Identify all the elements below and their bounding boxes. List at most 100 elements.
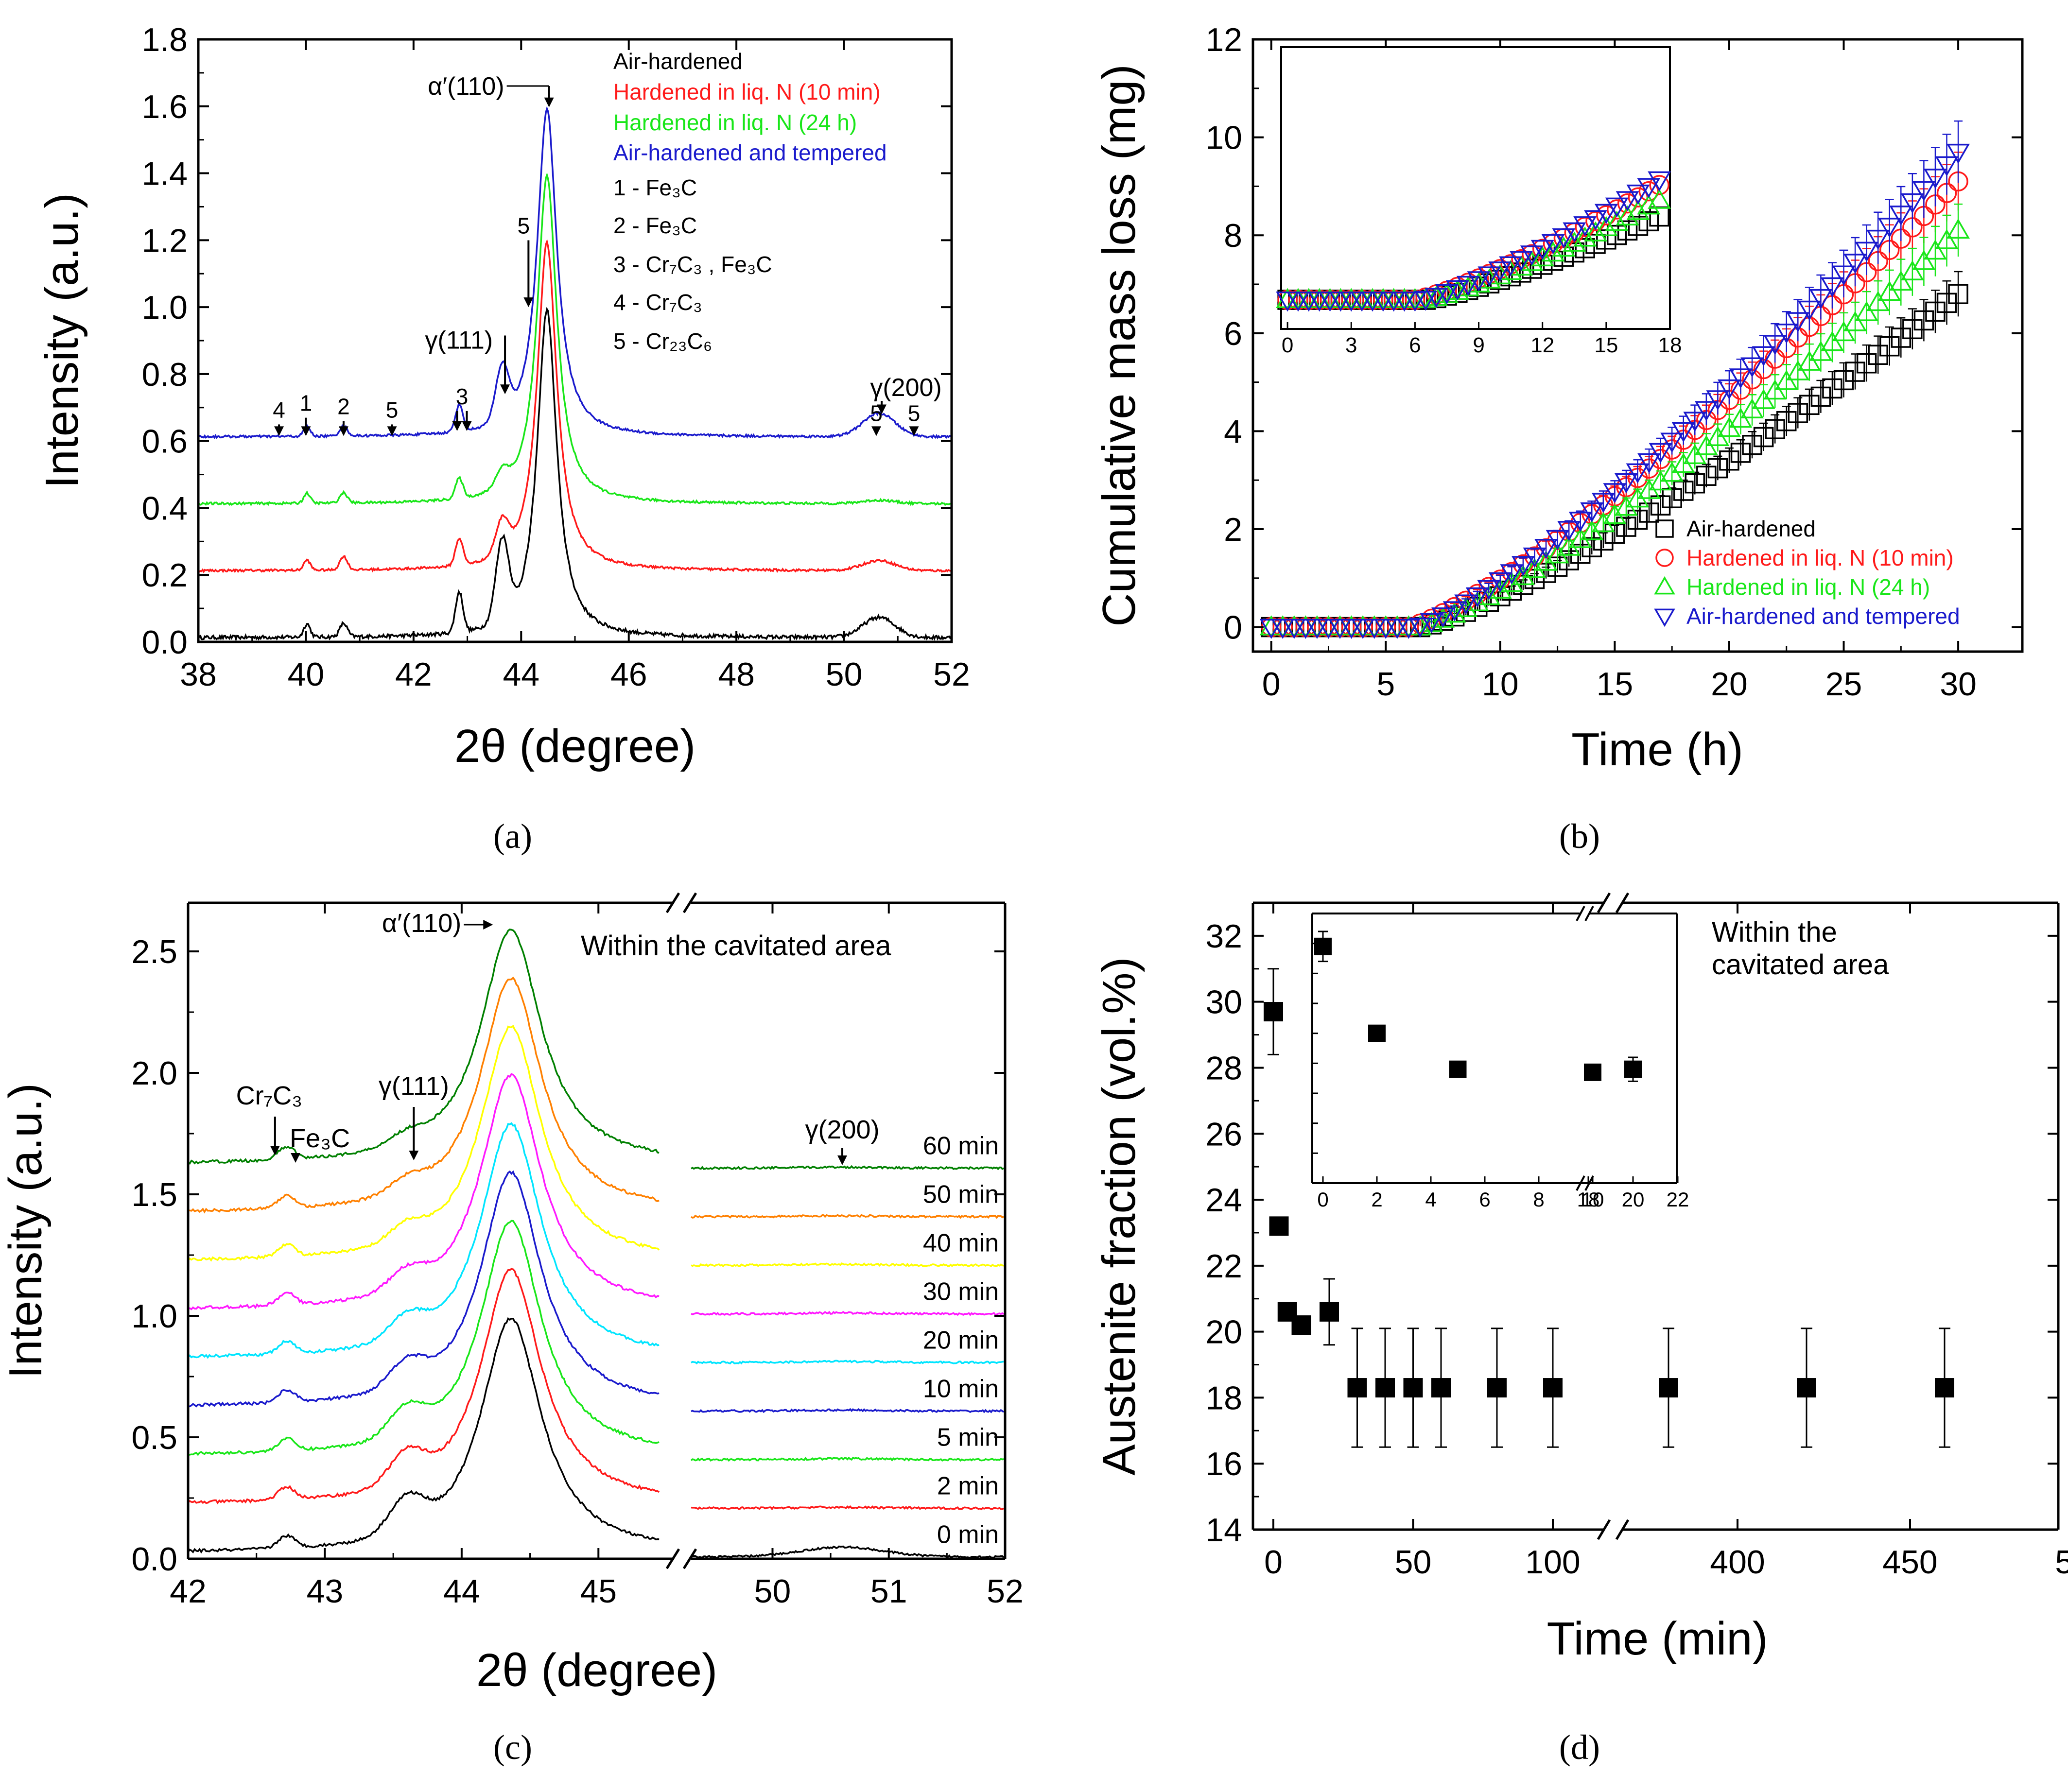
- panel-c-series-right-1: [691, 1505, 1005, 1511]
- panel-a-annot-arrow-9-head: [871, 426, 881, 436]
- panel-b-point-0-49: [1822, 378, 1842, 399]
- panel-d-point-8: [1431, 1378, 1451, 1398]
- panel-b-point-2-50: [1832, 321, 1856, 342]
- panel-b-point-3-49: [1821, 277, 1844, 298]
- panel-b-point-3-54: [1877, 218, 1901, 238]
- panel-b-inset-point-3-34: [1637, 178, 1661, 198]
- panel-a-legend: Air-hardened Hardened in liq. N (10 min)…: [613, 49, 887, 354]
- panel-d-ytick-label-5: 24: [1205, 1182, 1242, 1219]
- panel-a-annot-arrow-a-8-head: [452, 421, 462, 431]
- panel-b-ytick-label-6: 12: [1205, 21, 1242, 58]
- panel-a-caption: (a): [493, 817, 532, 856]
- panel-b-point-2-58: [1924, 239, 1947, 260]
- panel-c-series-labels: 0 min 2 min 5 min 10 min 20 min 30 min 40 min 5…: [923, 1132, 999, 1549]
- panel-c-curves: [187, 929, 1005, 1559]
- panel-b-point-3-16: [1442, 601, 1466, 621]
- panel-b-point-2-25: [1546, 543, 1569, 564]
- panel-a-annotations: α′(110)γ(111)γ(200)54 1 2 535 5: [273, 72, 942, 436]
- panel-b-point-0-40: [1719, 450, 1739, 471]
- panel-b-inset-x-ticks: 0 3 6 9 12 15 18: [1282, 322, 1682, 357]
- panel-d-point-5: [1347, 1378, 1367, 1398]
- panel-b-inset-point-2-27: [1563, 231, 1586, 252]
- panel-b-ytick-label-0: 0: [1224, 609, 1242, 646]
- panel-b-point-3-34: [1649, 443, 1672, 464]
- panel-c-series-left-8: [188, 929, 660, 1165]
- panel-b-point-3-28: [1580, 502, 1604, 523]
- panel-b-point-3-56: [1900, 193, 1924, 214]
- panel-b-point-3-29: [1591, 493, 1615, 513]
- panel-b-legend: Air-hardened Hardened in liq. N (10 min) H…: [1654, 516, 1960, 629]
- panel-c-series-left-1: [187, 1268, 660, 1505]
- panel-d-xtick-label-5: 500: [2055, 1544, 2068, 1581]
- panel-c-series-label-7: 50 min: [923, 1181, 999, 1209]
- panel-d-points: [1264, 968, 1954, 1448]
- panel-d-xtick-label-1: 50: [1395, 1544, 1432, 1581]
- panel-a-curves: [197, 106, 952, 642]
- panel-c-x-label: 2θ (degree): [476, 1644, 717, 1696]
- panel-b-legend-marker-3: [1654, 608, 1675, 627]
- panel-b-inset-xtick-label-4: 12: [1530, 333, 1554, 357]
- panel-b-inset-point-3-17: [1456, 276, 1480, 296]
- panel-c-annot-2: Fe₃C: [290, 1124, 350, 1153]
- panel-b-point-2-57: [1912, 250, 1936, 270]
- panel-b-point-3-22: [1511, 556, 1535, 576]
- panel-b-point-3-46: [1786, 312, 1810, 332]
- panel-c-y-ticks: 0.0 0.5 1.0 1.5 2.0 2.5: [131, 933, 1005, 1578]
- panel-b-inset-point-0-28: [1575, 238, 1595, 258]
- panel-b-point-3-11: [1385, 619, 1409, 639]
- panel-b-point-3-2: [1282, 619, 1306, 639]
- panel-c-series-right-4: [691, 1360, 1004, 1365]
- panel-d-point-0: [1264, 1002, 1283, 1022]
- panel-a-x-label: 2θ (degree): [454, 720, 695, 772]
- panel-b-xtick-label-6: 30: [1940, 666, 1977, 703]
- panel-c-xtick-label-0: 42: [170, 1573, 207, 1610]
- panel-a-ytick-label-4: 0.8: [141, 356, 188, 393]
- panel-c-ytick-label-4: 2.0: [131, 1055, 177, 1092]
- panel-c-ytick-label-3: 1.5: [131, 1176, 177, 1213]
- panel-b-inset-point-2-31: [1605, 210, 1629, 231]
- panel-d-inset-point-1: [1368, 1024, 1386, 1042]
- panel-c-series-label-4: 20 min: [923, 1327, 999, 1355]
- panel-a-y-label: Intensity (a.u.): [36, 193, 88, 488]
- panel-c-annot-0: α′(110): [382, 909, 461, 938]
- panel-a-ytick-label-0: 0.0: [141, 624, 188, 661]
- panel-c-annot-arrow-3-head: [409, 1151, 419, 1160]
- panel-b-inset-point-2-28: [1573, 226, 1597, 247]
- panel-b-inset-xtick-label-5: 15: [1594, 333, 1618, 357]
- panel-a-xtick-label-7: 52: [933, 656, 970, 693]
- panel-b-inset-point-0-33: [1628, 216, 1649, 236]
- panel-a-annot-arrow-10-head: [909, 426, 919, 436]
- panel-b-point-3-33: [1637, 453, 1661, 474]
- panel-b-legend-marker-1: [1655, 549, 1674, 567]
- panel-c-series-right-8: [691, 1165, 1004, 1171]
- panel-b-point-1-13: [1410, 613, 1430, 634]
- panel-d-inset-xtick-label-8: 22: [1667, 1188, 1689, 1211]
- panel-b-legend-label-1: Hardened in liq. N (10 min): [1686, 545, 1954, 570]
- panel-d-point-6: [1375, 1378, 1395, 1398]
- panel-c-series-label-3: 10 min: [923, 1375, 999, 1403]
- panel-b-point-3-1: [1271, 619, 1295, 639]
- panel-b-point-3-44: [1763, 335, 1787, 355]
- panel-b-y-label: Cumulative mass loss (mg): [1093, 64, 1145, 627]
- panel-b-x-ticks: 0 5 10 15 20 25 30: [1262, 39, 1977, 703]
- panel-c-xtick-label-6: 52: [987, 1573, 1024, 1610]
- panel-b-xtick-label-4: 20: [1711, 666, 1748, 703]
- panel-b-point-3-25: [1546, 530, 1569, 551]
- panel-b-point-0-46: [1788, 403, 1808, 423]
- panel-b-point-3-59: [1935, 156, 1959, 176]
- panel-a-ytick-label-5: 1.0: [141, 289, 188, 326]
- panel-d-xtick-label-4: 450: [1882, 1544, 1937, 1581]
- panel-b-inset-point-2-30: [1594, 216, 1618, 237]
- panel-b-point-2-46: [1786, 360, 1810, 380]
- panel-b-point-3-40: [1718, 379, 1741, 400]
- panel-d-inset-point-3: [1584, 1063, 1601, 1081]
- panel-b-inset-point-3-35: [1648, 171, 1671, 191]
- panel-d-frame: [1251, 892, 2060, 1540]
- panel-b-inset-point-3-22: [1510, 251, 1533, 271]
- panel-b-point-2-53: [1866, 291, 1890, 311]
- panel-a-x-ticks: 38 40 42 44 46 48 50 52: [180, 39, 970, 693]
- panel-a-ytick-label-7: 1.4: [141, 155, 188, 192]
- panel-d-xtick-label-3: 400: [1710, 1544, 1765, 1581]
- panel-d-inset-point-2: [1449, 1060, 1467, 1078]
